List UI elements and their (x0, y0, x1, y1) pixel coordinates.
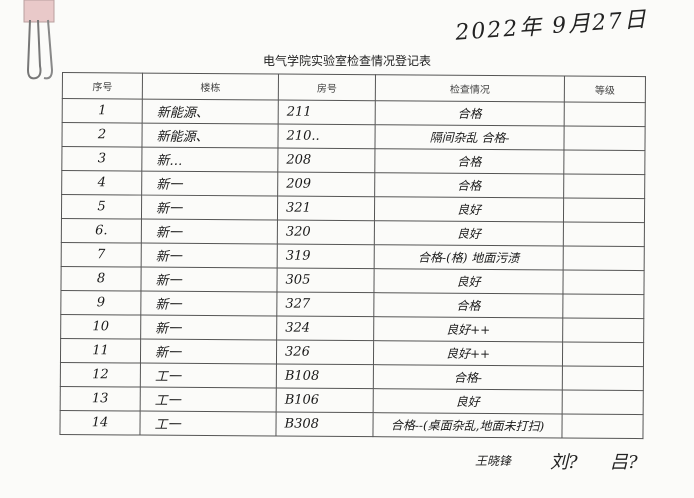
row-inspection: 合格--(桌面杂乱,地面未打扫) (372, 412, 563, 438)
row-inspection: 合格 (373, 292, 563, 319)
row-inspection: 良好 (374, 220, 564, 247)
row-grade (563, 126, 646, 151)
row-grade (563, 246, 645, 271)
row-building: 新一 (140, 291, 277, 317)
row-grade (562, 366, 644, 391)
row-index: 4 (61, 170, 142, 196)
row-grade (562, 294, 644, 319)
inspection-date: 2022年 9月27日 (454, 7, 649, 46)
row-room: 211 (278, 100, 376, 125)
row-room: B108 (276, 364, 374, 389)
row-inspection: 良好 (374, 196, 564, 223)
row-index: 14 (59, 410, 141, 436)
signature-inspector-3: 吕? (610, 452, 638, 473)
row-room: 324 (276, 316, 374, 341)
table-row: 14 工一 B308 合格--(桌面杂乱,地面未打扫) (59, 410, 644, 439)
row-index: 9 (60, 290, 141, 316)
header-inspection: 检查情况 (375, 74, 565, 103)
row-index: 7 (61, 242, 142, 268)
row-grade (562, 390, 644, 415)
row-room: 208 (277, 148, 375, 173)
row-inspection: 良好++ (373, 316, 563, 343)
row-inspection: 良好 (373, 388, 563, 414)
row-building: 新一 (141, 195, 278, 221)
row-index: 2 (61, 122, 143, 148)
row-grade (563, 174, 645, 199)
row-inspection: 合格- (373, 364, 563, 391)
signature-inspector-1: 王晓锋 (475, 454, 512, 468)
page-title: 电气学院实验室检查情况登记表 (262, 54, 431, 68)
row-building: 工一 (140, 387, 277, 413)
row-inspection: 良好++ (373, 340, 563, 367)
row-building: 新一 (140, 339, 277, 365)
row-room: 326 (276, 340, 374, 365)
row-building: 新一 (141, 171, 278, 197)
row-room: 320 (277, 220, 375, 245)
row-room: 305 (276, 268, 375, 293)
row-room: B106 (276, 388, 374, 413)
row-index: 5 (61, 194, 142, 220)
row-room: 209 (277, 172, 375, 197)
row-grade (562, 342, 644, 367)
row-room: 321 (277, 196, 375, 221)
row-index: 6. (61, 218, 142, 244)
header-room: 房号 (278, 74, 376, 101)
row-grade (564, 102, 646, 127)
table-header-row: 序号 楼栋 房号 检查情况 等级 (62, 72, 646, 103)
row-index: 11 (60, 338, 141, 364)
row-grade (563, 198, 645, 223)
row-inspection: 隔间杂乱 合格- (374, 124, 565, 151)
row-inspection: 合格-(格) 地面污渍 (374, 244, 564, 271)
row-room: 319 (277, 244, 375, 269)
row-inspection: 合格 (374, 148, 564, 175)
row-index: 1 (62, 98, 143, 124)
row-index: 13 (60, 386, 141, 412)
row-building: 新能源、 (142, 99, 279, 125)
row-room: 327 (276, 292, 374, 317)
inspection-table: 序号 楼栋 房号 检查情况 等级 1 新能源、 211 合格 2 新能源、 210.. 隔间杂… (59, 72, 646, 439)
row-building: 新能源、 (141, 123, 279, 149)
header-grade: 等级 (564, 76, 646, 103)
header-building: 楼栋 (142, 73, 279, 101)
row-building: 工一 (140, 363, 277, 389)
row-grade (561, 413, 644, 439)
row-building: 新一 (141, 243, 278, 269)
row-room: 210.. (277, 124, 376, 149)
row-inspection: 合格 (374, 172, 564, 199)
row-building: 新一 (141, 219, 278, 245)
header-index: 序号 (62, 72, 143, 100)
row-index: 12 (60, 362, 141, 388)
row-grade (563, 222, 645, 247)
row-building: 新一 (140, 315, 277, 341)
row-building: 工一 (139, 411, 277, 437)
row-grade (562, 318, 644, 343)
row-inspection: 合格 (375, 100, 565, 127)
row-index: 10 (60, 314, 141, 340)
row-grade (563, 150, 645, 175)
binder-clip (23, 0, 55, 80)
row-inspection: 良好 (373, 268, 564, 295)
row-grade (562, 270, 645, 295)
signature-inspector-2: 刘? (550, 452, 578, 473)
row-building: 新… (141, 147, 278, 173)
row-index: 3 (61, 146, 142, 172)
row-index: 8 (60, 266, 142, 292)
row-building: 新一 (140, 267, 278, 293)
row-room: B308 (275, 412, 374, 437)
